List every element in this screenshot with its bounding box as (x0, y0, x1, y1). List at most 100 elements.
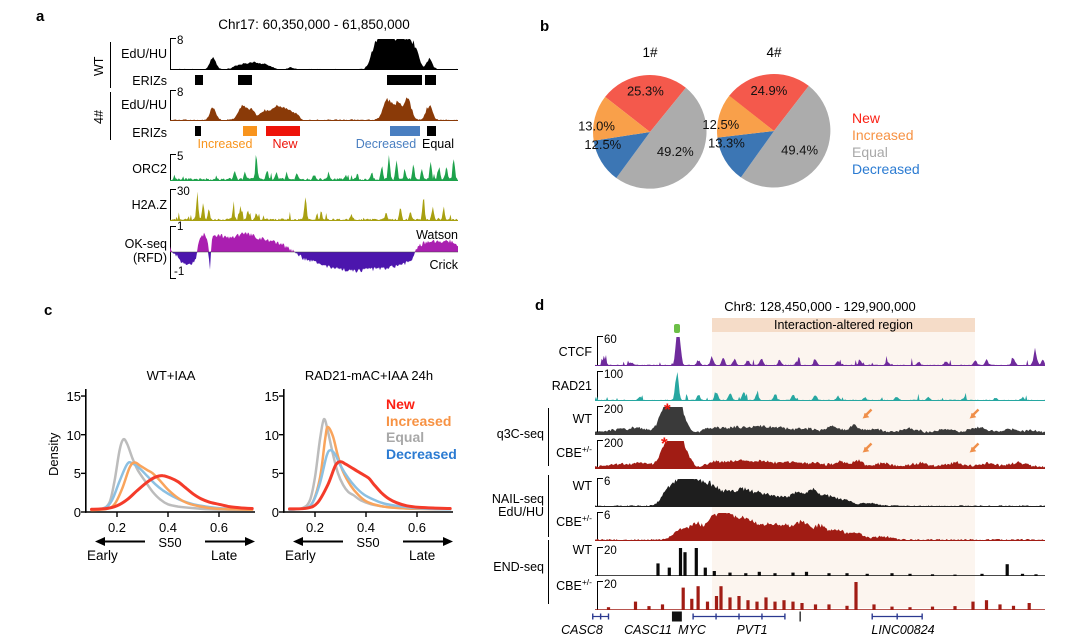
track-rad21 (595, 372, 1045, 401)
eriz-box-wt-3 (425, 75, 436, 85)
early-arrow (95, 537, 145, 546)
cbe-sup: +/- (581, 513, 592, 523)
track-edu-wt (170, 39, 458, 70)
significance-asterisk-q3c_wt: * (664, 400, 671, 419)
pie-slice-increased (717, 95, 774, 138)
eriz-box-4-1 (243, 126, 257, 136)
scale-q3c_cbe: 200 (604, 438, 624, 450)
pie-chart-1#: 25.3% 49.2% 12.5% 13.0% (578, 75, 707, 189)
gene-label-myc: MYC (678, 623, 706, 637)
eriz-box-4-2 (266, 126, 300, 136)
scale-bracket-orc2-tick-top (170, 154, 176, 155)
xlabel-s50: S50 (356, 535, 380, 550)
watson-label: Watson (416, 228, 458, 242)
panel-a-title: Chr17: 60,350,000 - 61,850,000 (218, 17, 410, 32)
scale-bracket-end_wt-tick-top (597, 547, 603, 548)
pie-title-4#: 4# (766, 45, 782, 60)
track-orc2 (170, 155, 458, 181)
scale-bracket-okseq-tick-top (170, 226, 176, 227)
scale-bracket-h2az-tick-top (170, 189, 176, 190)
early-arrow (293, 537, 343, 546)
group-bracket-q3c (548, 408, 550, 466)
scale-bracket-rad21 (597, 371, 599, 401)
crick-label: Crick (429, 258, 458, 272)
legend-c-new: New (386, 396, 415, 412)
scale-bracket-ctcf (597, 336, 599, 366)
track-q3c_cbe (595, 441, 1045, 469)
scale-bracket-edu-4 (170, 90, 172, 121)
eriz-box-4-4 (427, 126, 436, 136)
track-ctcf (595, 337, 1045, 366)
track-label-q3c-wt: WT (572, 412, 592, 426)
pie-label-decreased: 13.3% (708, 136, 745, 151)
xtick-0.2: 0.2 (107, 520, 127, 535)
scale-bracket-nail_cbe-tick-top (597, 512, 603, 513)
density-curve-equal (288, 417, 452, 511)
density-plot-0 (81, 389, 255, 517)
group-wt-bracket (110, 42, 112, 88)
early-label: Early (87, 548, 118, 563)
scale-bracket-end_wt (597, 547, 599, 576)
density-curve-new (90, 474, 254, 511)
panel-d-label: d (535, 297, 545, 314)
scale-end_cbe: 20 (604, 579, 617, 591)
late-arrow (205, 537, 255, 546)
interaction-region-band (712, 318, 975, 332)
track-label-rad21: RAD21 (551, 379, 592, 393)
eriz-box-4-3 (390, 126, 420, 136)
pie-label-equal: 49.4% (781, 143, 818, 158)
panel-b-label: b (540, 18, 550, 35)
panel-c-label: c (44, 302, 53, 319)
scale-edu-4: 8 (177, 87, 184, 99)
cbe-text: CBE (556, 446, 582, 461)
late-arrow (403, 537, 453, 546)
track-q3c_wt (595, 407, 1045, 435)
eriz-box-wt-1 (238, 75, 252, 85)
ctcf-site-marker (674, 324, 680, 333)
late-label: Late (409, 548, 436, 563)
density-curve-new (288, 460, 452, 511)
cbe-text: CBE (556, 515, 582, 530)
track-end_cbe (595, 582, 1045, 610)
altered-site-arrow-q3c_cbe-1 (969, 442, 980, 453)
interaction-region-label: Interaction-altered region (774, 318, 913, 332)
scale-bracket-nail_wt-tick-top (597, 478, 603, 479)
scale-bracket-end_cbe-tick-top (597, 581, 603, 582)
gene-label-pvt1: PVT1 (736, 623, 768, 637)
gene-annotation-row (592, 611, 923, 622)
density-curve-decreased (288, 448, 452, 511)
group-label-end: END-seq (493, 560, 544, 574)
track-label-edu: EdU/HU (121, 98, 167, 112)
pie-label-decreased: 12.5% (584, 137, 621, 152)
interaction-region-wash (712, 332, 975, 608)
altered-site-arrow-q3c_cbe-0 (862, 442, 873, 453)
track-nail_cbe (595, 513, 1045, 541)
scale-bracket-nail_wt (597, 478, 599, 507)
xtick-0.4: 0.4 (158, 520, 178, 535)
ytick-0: 0 (271, 505, 279, 520)
scale-bracket-edu-wt-tick-top (170, 38, 176, 39)
scale-edu-wt: 8 (177, 35, 184, 47)
pie-slice-increased (593, 96, 650, 141)
track-label-h2az: H2A.Z (131, 198, 167, 212)
group-bracket-end (548, 540, 550, 604)
track-h2az (170, 191, 458, 221)
group-4-bracket (110, 92, 112, 140)
pie-label-increased: 13.0% (578, 119, 615, 134)
scale-bracket-q3c_wt (597, 406, 599, 435)
pie-title-1#: 1# (642, 45, 658, 60)
legend-c-equal: Equal (386, 429, 425, 445)
pie-slice-equal (740, 85, 831, 188)
legend-c-decreased: Decreased (386, 445, 457, 462)
scale-orc2: 5 (177, 151, 184, 163)
plot-title: WT+IAA (146, 368, 196, 383)
track-nail_wt (595, 479, 1045, 507)
early-label: Early (285, 548, 316, 563)
panel-d-title: Chr8: 128,450,000 - 129,900,000 (724, 299, 916, 314)
scale-rad21: 100 (604, 369, 624, 381)
scale-bracket-rad21-tick-top (597, 371, 603, 372)
track-label-end-cbe: CBE+/- (520, 577, 592, 593)
track-label-nail-cbe: CBE+/- (520, 513, 592, 529)
ytick-5: 5 (73, 466, 81, 481)
cbe-text: CBE (556, 579, 582, 594)
